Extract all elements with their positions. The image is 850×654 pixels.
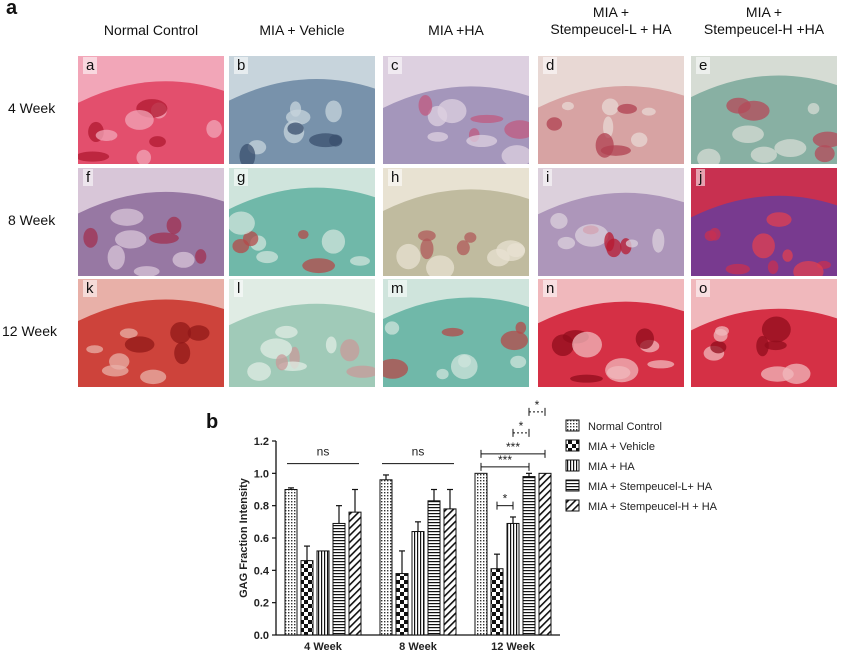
significance-label: * bbox=[503, 492, 508, 506]
x-tick-label: 12 Week bbox=[491, 641, 536, 653]
tile-label: g bbox=[234, 169, 249, 186]
micrograph-tile: f bbox=[78, 168, 224, 276]
bar bbox=[348, 511, 362, 636]
significance-label: * bbox=[535, 398, 540, 412]
panel-label-b: b bbox=[206, 411, 219, 433]
histology-image bbox=[538, 279, 684, 387]
bar bbox=[300, 560, 314, 636]
significance-label: ns bbox=[317, 445, 330, 459]
column-header: MIA + Stempeucel-L + HA bbox=[550, 4, 672, 37]
y-tick-label: 0.0 bbox=[254, 630, 269, 642]
micrograph-tile: e bbox=[691, 56, 837, 164]
micrograph-tile: c bbox=[383, 56, 529, 164]
histology-image bbox=[383, 168, 529, 276]
histology-image bbox=[691, 56, 837, 164]
histology-image bbox=[78, 279, 224, 387]
micrograph-tile: h bbox=[383, 168, 529, 276]
bar bbox=[332, 522, 346, 636]
row-header: 4 Week bbox=[8, 100, 56, 116]
row-header: 12 Week bbox=[2, 323, 57, 339]
y-tick-label: 0.4 bbox=[254, 565, 270, 577]
bar bbox=[522, 476, 536, 636]
legend-swatch bbox=[565, 499, 580, 512]
micrograph-tile: a bbox=[78, 56, 224, 164]
bar bbox=[490, 568, 504, 636]
tile-label: h bbox=[388, 169, 403, 186]
bar bbox=[379, 479, 393, 636]
histology-image bbox=[78, 56, 224, 164]
legend-swatch bbox=[565, 479, 580, 492]
x-tick-label: 8 Week bbox=[399, 641, 438, 653]
histology-image bbox=[383, 56, 529, 164]
tile-label: j bbox=[696, 169, 706, 186]
tile-label: c bbox=[388, 57, 402, 74]
column-header: Normal Control bbox=[103, 22, 199, 38]
legend-label: Normal Control bbox=[588, 421, 662, 433]
micrograph-tile: j bbox=[691, 168, 837, 276]
legend-swatch bbox=[565, 439, 580, 452]
y-tick-label: 0.8 bbox=[254, 501, 269, 513]
bar bbox=[538, 472, 552, 636]
histology-image bbox=[538, 168, 684, 276]
legend-swatch bbox=[565, 459, 580, 472]
significance-label: * bbox=[519, 419, 524, 433]
x-tick-label: 4 Week bbox=[304, 641, 343, 653]
histology-image bbox=[383, 279, 529, 387]
significance-label: *** bbox=[498, 453, 512, 467]
histology-image bbox=[691, 279, 837, 387]
histology-image bbox=[538, 56, 684, 164]
significance-label: ns bbox=[412, 445, 425, 459]
y-tick-label: 1.0 bbox=[254, 468, 269, 480]
micrograph-tile: n bbox=[538, 279, 684, 387]
tile-label: f bbox=[83, 169, 94, 186]
micrograph-tile: m bbox=[383, 279, 529, 387]
micrograph-tile: b bbox=[229, 56, 375, 164]
histology-image bbox=[229, 168, 375, 276]
micrograph-tile: i bbox=[538, 168, 684, 276]
column-header: MIA + Vehicle bbox=[259, 22, 345, 38]
micrograph-tile: k bbox=[78, 279, 224, 387]
tile-label: k bbox=[83, 280, 97, 297]
column-header: MIA + Stempeucel-H +HA bbox=[703, 4, 825, 37]
legend-label: MIA + HA bbox=[588, 461, 635, 473]
micrograph-tile: d bbox=[538, 56, 684, 164]
tile-label: e bbox=[696, 57, 711, 74]
bar bbox=[395, 573, 409, 636]
tile-label: d bbox=[543, 57, 558, 74]
y-axis-label: GAG Fraction Intensity bbox=[238, 477, 250, 598]
legend-label: MIA + Vehicle bbox=[588, 441, 655, 453]
legend-label: MIA + Stempeucel-L+ HA bbox=[588, 481, 713, 493]
bar bbox=[506, 522, 520, 636]
legend-label: MIA + Stempeucel-H + HA bbox=[588, 501, 718, 513]
panel-label-a: a bbox=[6, 0, 18, 19]
bar bbox=[443, 508, 457, 636]
micrograph-tile: o bbox=[691, 279, 837, 387]
histology-image bbox=[229, 56, 375, 164]
tile-label: m bbox=[388, 280, 407, 297]
bar bbox=[316, 550, 330, 636]
tile-label: i bbox=[543, 169, 553, 186]
tile-label: o bbox=[696, 280, 711, 297]
histology-image bbox=[229, 279, 375, 387]
bar bbox=[427, 500, 441, 636]
tile-label: a bbox=[83, 57, 98, 74]
bar bbox=[284, 489, 298, 636]
legend-swatch bbox=[565, 419, 580, 432]
micrograph-tile: g bbox=[229, 168, 375, 276]
column-header: MIA +HA bbox=[428, 22, 484, 38]
y-tick-label: 1.2 bbox=[254, 436, 269, 448]
bar bbox=[411, 531, 425, 636]
y-tick-label: 0.6 bbox=[254, 533, 269, 545]
micrograph-tile: l bbox=[229, 279, 375, 387]
row-header: 8 Week bbox=[8, 212, 56, 228]
significance-label: *** bbox=[506, 440, 520, 454]
tile-label: b bbox=[234, 57, 249, 74]
bar bbox=[474, 472, 488, 636]
histology-image bbox=[691, 168, 837, 276]
tile-label: n bbox=[543, 280, 558, 297]
histology-image bbox=[78, 168, 224, 276]
tile-label: l bbox=[234, 280, 244, 297]
y-tick-label: 0.2 bbox=[254, 598, 269, 610]
